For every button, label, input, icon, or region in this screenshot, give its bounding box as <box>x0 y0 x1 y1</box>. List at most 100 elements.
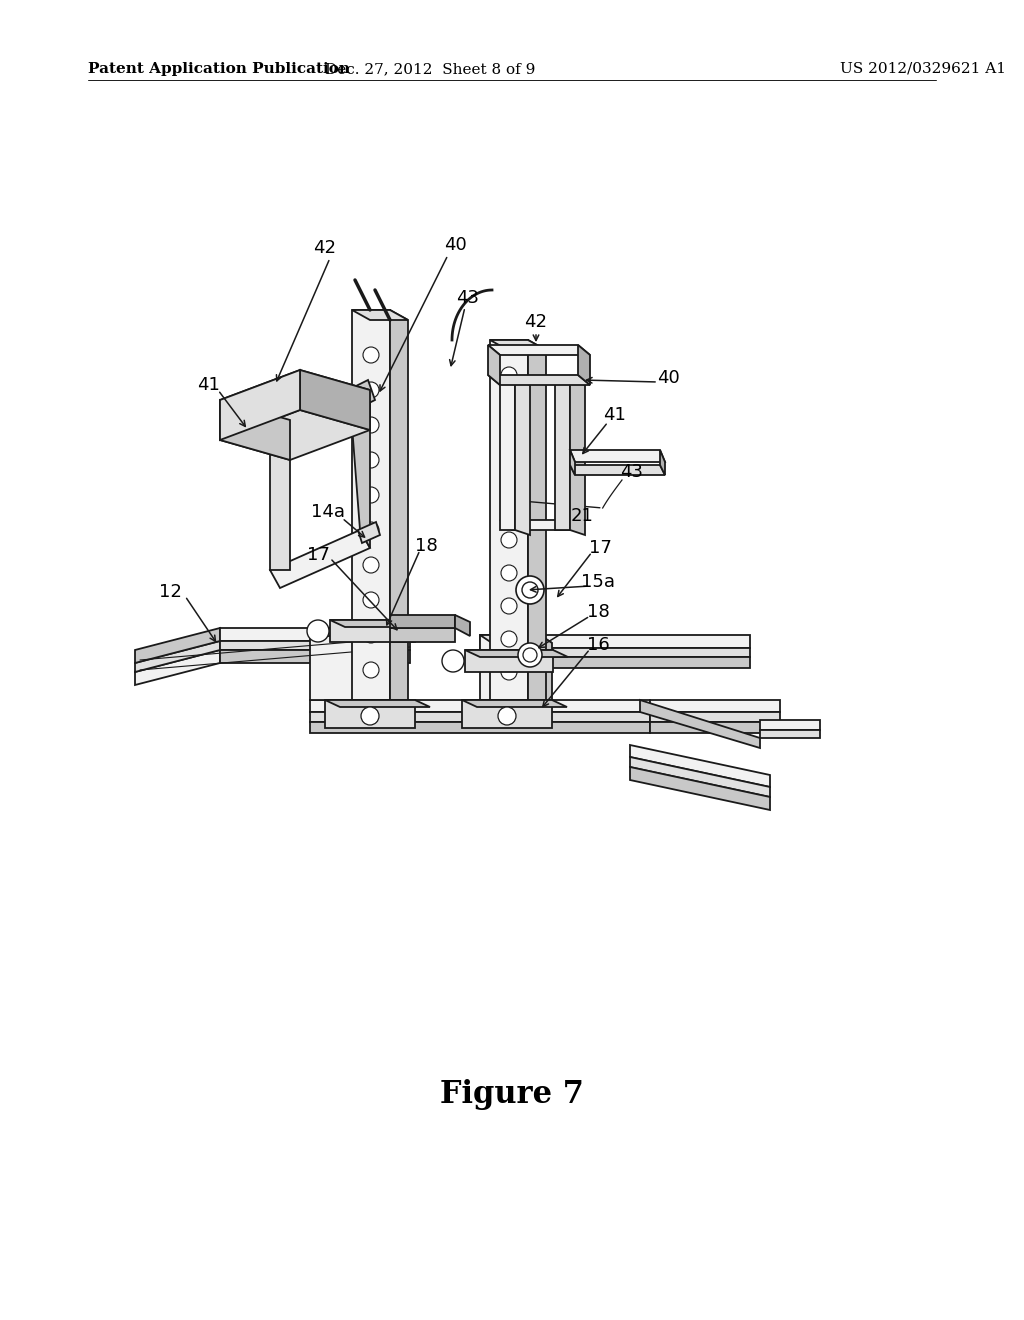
Polygon shape <box>630 756 770 797</box>
Polygon shape <box>630 767 770 810</box>
Polygon shape <box>270 531 370 587</box>
Polygon shape <box>300 370 370 430</box>
Polygon shape <box>348 380 375 411</box>
Text: 43: 43 <box>621 463 643 480</box>
Polygon shape <box>660 450 665 475</box>
Text: 12: 12 <box>159 583 181 601</box>
Polygon shape <box>310 628 370 700</box>
Polygon shape <box>390 310 408 710</box>
Circle shape <box>501 532 517 548</box>
Polygon shape <box>640 700 760 748</box>
Polygon shape <box>760 730 820 738</box>
Polygon shape <box>480 657 750 668</box>
Polygon shape <box>650 722 780 733</box>
Polygon shape <box>310 628 382 636</box>
Polygon shape <box>578 345 590 385</box>
Polygon shape <box>310 711 650 722</box>
Polygon shape <box>220 642 410 649</box>
Circle shape <box>501 466 517 482</box>
Polygon shape <box>500 520 572 531</box>
Circle shape <box>362 417 379 433</box>
Polygon shape <box>455 615 470 636</box>
Polygon shape <box>570 450 575 475</box>
Polygon shape <box>135 649 220 685</box>
Circle shape <box>361 708 379 725</box>
Polygon shape <box>325 700 430 708</box>
Polygon shape <box>480 635 552 643</box>
Polygon shape <box>555 380 570 531</box>
Circle shape <box>307 620 329 642</box>
Text: Figure 7: Figure 7 <box>440 1080 584 1110</box>
Circle shape <box>501 433 517 449</box>
Text: 14a: 14a <box>311 503 345 521</box>
Polygon shape <box>480 635 540 700</box>
Polygon shape <box>465 649 553 672</box>
Circle shape <box>522 582 538 598</box>
Polygon shape <box>310 700 650 711</box>
Text: 16: 16 <box>587 636 609 653</box>
Polygon shape <box>220 628 410 642</box>
Polygon shape <box>135 642 220 672</box>
Polygon shape <box>480 648 750 657</box>
Circle shape <box>501 499 517 515</box>
Polygon shape <box>480 635 750 648</box>
Text: Dec. 27, 2012  Sheet 8 of 9: Dec. 27, 2012 Sheet 8 of 9 <box>325 62 536 77</box>
Polygon shape <box>570 465 665 475</box>
Polygon shape <box>490 341 546 350</box>
Polygon shape <box>465 649 568 657</box>
Polygon shape <box>488 345 500 385</box>
Polygon shape <box>760 719 820 730</box>
Text: 17: 17 <box>306 546 330 564</box>
Polygon shape <box>630 744 770 787</box>
Polygon shape <box>570 450 665 462</box>
Polygon shape <box>220 411 370 459</box>
Text: 40: 40 <box>656 370 679 387</box>
Text: 15a: 15a <box>581 573 615 591</box>
Polygon shape <box>220 400 290 459</box>
Circle shape <box>501 664 517 680</box>
Polygon shape <box>650 700 780 711</box>
Polygon shape <box>352 310 390 700</box>
Circle shape <box>501 631 517 647</box>
Polygon shape <box>220 370 300 440</box>
Text: US 2012/0329621 A1: US 2012/0329621 A1 <box>840 62 1006 77</box>
Circle shape <box>362 557 379 573</box>
Circle shape <box>518 643 542 667</box>
Polygon shape <box>540 635 552 708</box>
Polygon shape <box>462 700 567 708</box>
Text: 43: 43 <box>457 289 479 308</box>
Circle shape <box>362 381 379 399</box>
Polygon shape <box>350 389 370 548</box>
Polygon shape <box>248 420 292 442</box>
Circle shape <box>362 521 379 539</box>
Polygon shape <box>390 615 455 628</box>
Polygon shape <box>488 345 590 355</box>
Polygon shape <box>370 628 382 708</box>
Circle shape <box>501 565 517 581</box>
Polygon shape <box>270 430 290 570</box>
Text: 17: 17 <box>589 539 611 557</box>
Text: 18: 18 <box>587 603 609 620</box>
Circle shape <box>498 708 516 725</box>
Polygon shape <box>310 722 650 733</box>
Polygon shape <box>325 700 415 729</box>
Polygon shape <box>490 341 528 700</box>
Polygon shape <box>330 620 415 642</box>
Text: 21: 21 <box>570 507 594 525</box>
Polygon shape <box>462 700 552 729</box>
Polygon shape <box>650 711 780 722</box>
Circle shape <box>501 400 517 416</box>
Polygon shape <box>528 341 546 710</box>
Polygon shape <box>330 620 430 627</box>
Polygon shape <box>135 628 220 663</box>
Text: Patent Application Publication: Patent Application Publication <box>88 62 350 77</box>
Text: 42: 42 <box>524 313 548 331</box>
Text: 41: 41 <box>602 407 626 424</box>
Polygon shape <box>358 521 380 543</box>
Circle shape <box>362 451 379 469</box>
Polygon shape <box>488 375 590 385</box>
Polygon shape <box>390 628 455 642</box>
Circle shape <box>362 627 379 643</box>
Polygon shape <box>220 370 370 420</box>
Circle shape <box>362 487 379 503</box>
